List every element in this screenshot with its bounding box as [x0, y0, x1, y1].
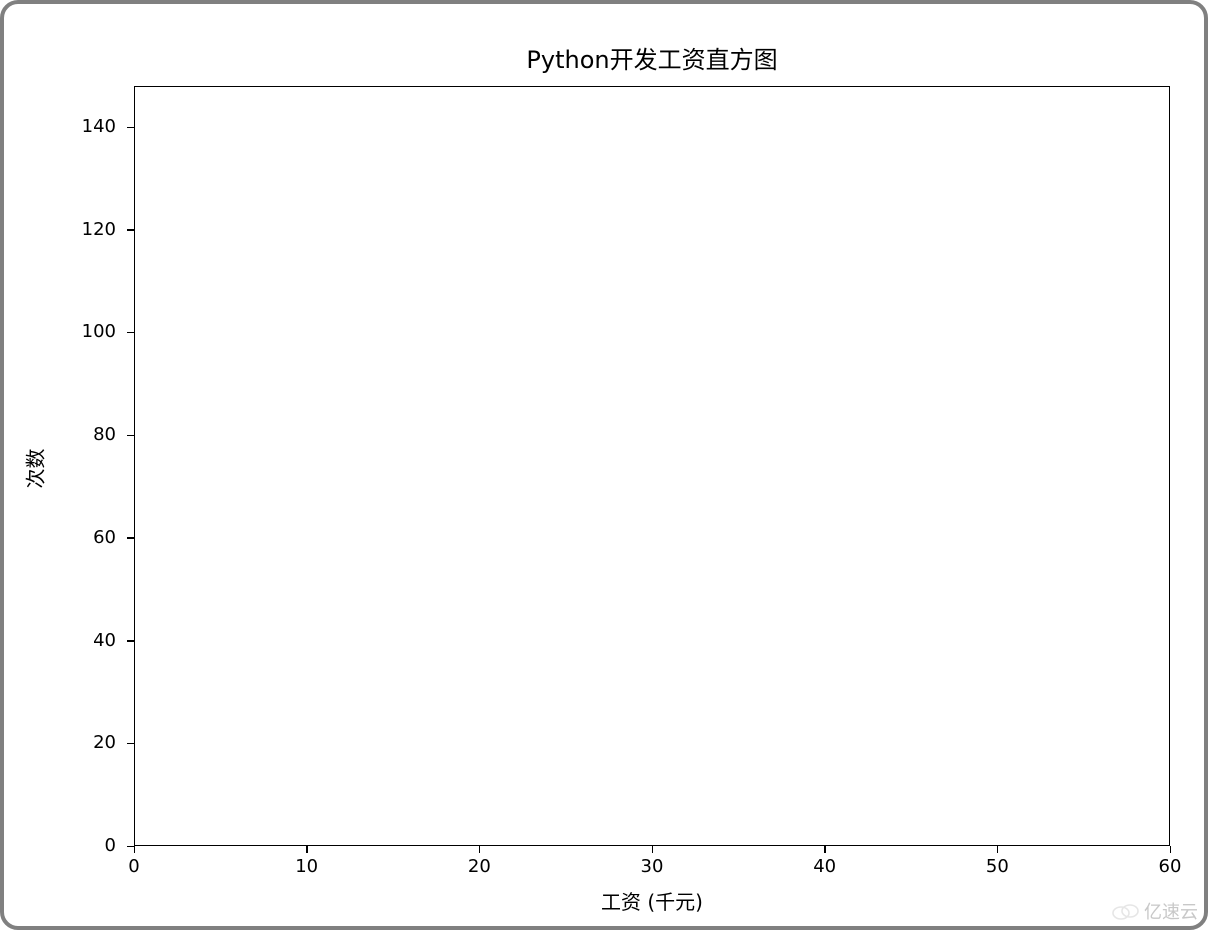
plot-area [134, 86, 1170, 846]
x-tick-label: 30 [632, 856, 672, 877]
y-tick-label: 60 [93, 527, 116, 548]
y-tick-label: 80 [93, 424, 116, 445]
x-tick-mark [479, 846, 481, 853]
axes-border [134, 86, 1170, 846]
x-tick-label: 50 [977, 856, 1017, 877]
x-tick-mark [306, 846, 308, 853]
y-tick-label: 120 [82, 219, 116, 240]
x-tick-mark [134, 846, 136, 853]
x-tick-mark [824, 846, 826, 853]
figure-frame: Python开发工资直方图 次数 工资 (千元) 亿速云 0 10 20 30 40 50… [0, 0, 1208, 930]
watermark-text: 亿速云 [1144, 898, 1198, 924]
y-tick-label: 40 [93, 630, 116, 651]
watermark: 亿速云 [1110, 898, 1198, 924]
x-tick-mark [1170, 846, 1172, 853]
y-tick-mark [127, 640, 134, 642]
x-tick-label: 0 [114, 856, 154, 877]
y-tick-mark [127, 229, 134, 231]
y-tick-mark [127, 846, 134, 848]
y-tick-mark [127, 537, 134, 539]
y-tick-label: 20 [93, 732, 116, 753]
y-tick-label: 100 [82, 321, 116, 342]
x-tick-label: 40 [805, 856, 845, 877]
x-tick-label: 60 [1150, 856, 1190, 877]
x-tick-mark [997, 846, 999, 853]
y-tick-mark [127, 435, 134, 437]
y-tick-label: 0 [105, 835, 116, 856]
cloud-icon [1110, 901, 1140, 921]
y-tick-mark [127, 743, 134, 745]
y-tick-mark [127, 332, 134, 334]
x-tick-label: 20 [459, 856, 499, 877]
x-axis-label: 工资 (千元) [134, 886, 1170, 915]
y-tick-label: 140 [82, 116, 116, 137]
chart-title: Python开发工资直方图 [134, 40, 1170, 75]
y-axis-label: 次数 [20, 409, 49, 529]
x-tick-mark [652, 846, 654, 853]
x-tick-label: 10 [287, 856, 327, 877]
y-tick-mark [127, 127, 134, 129]
